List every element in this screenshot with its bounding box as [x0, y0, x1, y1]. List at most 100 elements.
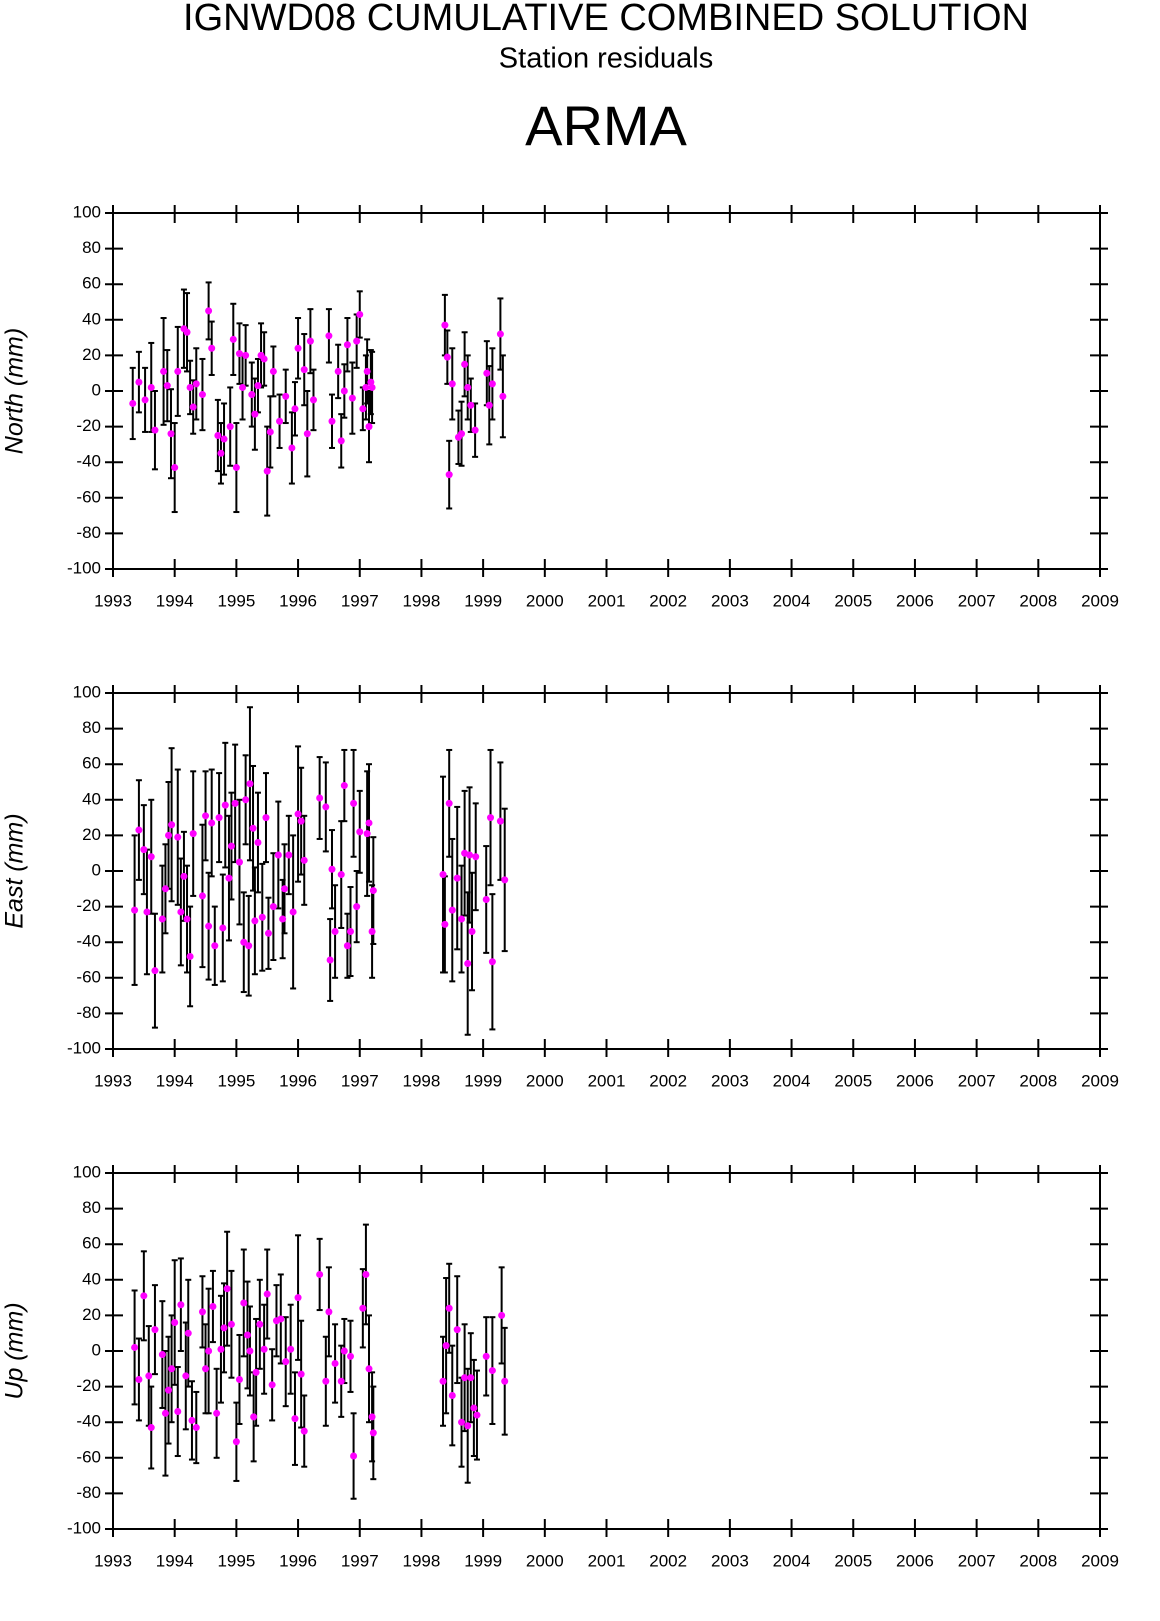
point [458, 430, 466, 438]
x-tick-label: 2005 [834, 591, 872, 610]
point [189, 403, 197, 411]
point [198, 1308, 206, 1316]
x-tick-label: 2003 [711, 591, 749, 610]
point [473, 1411, 481, 1419]
y-tick-label: 60 [82, 754, 101, 773]
y-tick-label: 100 [73, 202, 101, 221]
point [223, 1285, 231, 1293]
point [160, 367, 168, 375]
point [151, 967, 159, 975]
point [328, 865, 336, 873]
point [472, 853, 480, 861]
point [268, 1381, 276, 1389]
x-tick-label: 1999 [464, 1551, 502, 1570]
x-tick-label: 1996 [279, 591, 317, 610]
point [325, 332, 333, 340]
y-tick-label: 0 [92, 860, 101, 879]
point [291, 1415, 299, 1423]
point [213, 1409, 221, 1417]
point [192, 380, 200, 388]
point [464, 383, 472, 391]
point [499, 392, 507, 400]
y-tick-label: -80 [76, 1003, 101, 1022]
x-tick-label: 2008 [1019, 591, 1057, 610]
point [248, 391, 256, 399]
point [353, 337, 361, 345]
x-tick-label: 2002 [649, 591, 687, 610]
point [277, 1315, 285, 1323]
x-tick-label: 2001 [588, 1551, 626, 1570]
point [445, 799, 453, 807]
point [182, 1372, 190, 1380]
x-tick-label: 1994 [156, 1071, 194, 1090]
x-tick-label: 1998 [403, 1071, 441, 1090]
point [189, 830, 197, 838]
point [165, 831, 173, 839]
y-axis-label: East (mm) [1, 813, 29, 928]
point [471, 426, 479, 434]
point [353, 903, 361, 911]
point [439, 1377, 447, 1385]
point [300, 856, 308, 864]
point [369, 887, 377, 895]
point [276, 417, 284, 425]
point [464, 960, 472, 968]
y-tick-label: -20 [76, 1376, 101, 1395]
y-tick-label: 80 [82, 238, 101, 257]
y-tick-label: -80 [76, 523, 101, 542]
point [147, 1424, 155, 1432]
point [443, 353, 451, 361]
point [466, 851, 474, 859]
point [269, 903, 277, 911]
point [294, 344, 302, 352]
point [177, 908, 185, 916]
point [186, 952, 194, 960]
point [131, 906, 139, 914]
point [147, 853, 155, 861]
point [337, 437, 345, 445]
station: ARMA [525, 94, 687, 157]
y-tick-label: -20 [76, 416, 101, 435]
x-tick-label: 2005 [834, 1071, 872, 1090]
point [343, 942, 351, 950]
point [251, 410, 259, 418]
y-tick-label: -40 [76, 932, 101, 951]
point [441, 920, 449, 928]
x-tick-label: 2004 [773, 1071, 811, 1090]
point [208, 344, 216, 352]
point [260, 1345, 268, 1353]
point [496, 817, 504, 825]
x-tick-label: 1999 [464, 591, 502, 610]
point [135, 826, 143, 834]
point [274, 851, 282, 859]
point [140, 846, 148, 854]
point [183, 915, 191, 923]
point [453, 1326, 461, 1334]
point [258, 913, 266, 921]
point [458, 915, 466, 923]
y-tick-label: -20 [76, 896, 101, 915]
panel: -100 -80 -60 -40 -20 0 20 40 60 80 100 1993 1994 1995… [1, 202, 1119, 610]
x-tick-label: 1996 [279, 1071, 317, 1090]
point [362, 383, 370, 391]
point [163, 382, 171, 390]
point [165, 1386, 173, 1394]
point [250, 1413, 258, 1421]
x-tick-label: 2002 [649, 1071, 687, 1090]
point [198, 892, 206, 900]
x-tick-label: 1993 [94, 1071, 132, 1090]
y-tick-label: 20 [82, 825, 101, 844]
x-tick-label: 2000 [526, 1551, 564, 1570]
x-tick-label: 1997 [341, 1071, 379, 1090]
title: IGNWD08 CUMULATIVE COMBINED SOLUTION [183, 0, 1029, 39]
y-axis-label: North (mm) [1, 328, 29, 454]
point [215, 814, 223, 822]
point [168, 1365, 176, 1373]
y-tick-label: -100 [67, 558, 101, 577]
plot-frame [112, 1172, 1101, 1530]
x-tick-label: 2006 [896, 591, 934, 610]
point [129, 399, 137, 407]
x-tick-label: 1995 [217, 1071, 255, 1090]
point [488, 958, 496, 966]
